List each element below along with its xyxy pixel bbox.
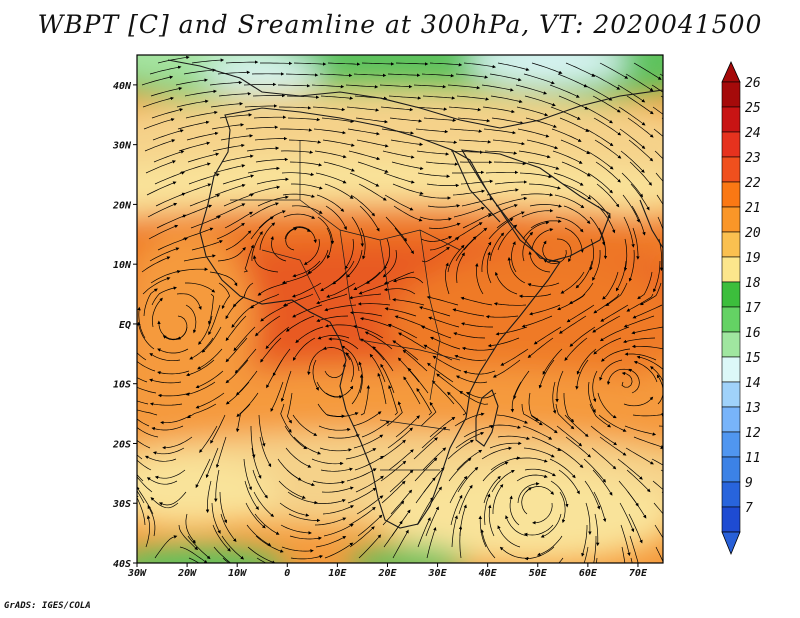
- coastline-layer: [167, 59, 663, 529]
- colorbar-level-label: 14: [745, 376, 761, 391]
- lat-tick-label: 40N: [113, 81, 132, 92]
- colorbar-segment: [721, 331, 741, 358]
- madagascar-coastline: [475, 389, 499, 447]
- colorbar-level-label: 24: [745, 126, 761, 141]
- colorbar-segment: [721, 356, 741, 383]
- lon-tick-label: 30E: [428, 568, 448, 579]
- colorbar-segment: [721, 206, 741, 233]
- latitude-axis: 40N 30N 20N 10N EQ 10S 20S 30S 40S: [112, 81, 137, 570]
- colorbar-segment: [721, 131, 741, 158]
- colorbar-segment: [721, 181, 741, 208]
- colorbar-level-label: 16: [745, 326, 761, 341]
- lat-tick-label: 10N: [113, 260, 132, 271]
- colorbar-level-label: 26: [745, 76, 761, 91]
- colorbar-level-label: 22: [745, 176, 761, 191]
- africa-coastline: [199, 107, 561, 529]
- lat-tick-label: 30S: [112, 499, 131, 510]
- colorbar-level-label: 11: [745, 451, 761, 466]
- colorbar-level-label: 17: [745, 301, 761, 316]
- lon-tick-label: 50E: [529, 568, 548, 579]
- lat-tick-label: 10S: [113, 380, 131, 391]
- colorbar-level-label: 21: [745, 201, 761, 216]
- country-borders: [230, 140, 461, 471]
- lon-tick-label: 70E: [629, 568, 648, 579]
- lat-tick-label: 20S: [112, 439, 131, 450]
- colorbar-top-arrow: [721, 61, 741, 83]
- colorbar-segment: [721, 381, 741, 408]
- lon-tick-label: 30W: [127, 568, 147, 579]
- lon-tick-label: 20W: [177, 568, 197, 579]
- red-sea: [451, 149, 501, 223]
- colorbar-bottom-arrow: [721, 531, 741, 556]
- lon-tick-label: 10E: [328, 568, 347, 579]
- colorbar: 26 25 24 23 22 21 20 19 18 17 16 15 14 13 12 11 9 7: [721, 61, 761, 556]
- colorbar-segment: [721, 156, 741, 183]
- colorbar-segment: [721, 506, 741, 533]
- colorbar-level-label: 13: [745, 401, 761, 416]
- india-coastline: [639, 199, 663, 249]
- streamline-layer: [137, 55, 663, 563]
- colorbar-segment: [721, 456, 741, 483]
- arabia-coastline: [460, 149, 611, 263]
- colorbar-level-label: 18: [745, 276, 761, 291]
- lat-tick-label: 40S: [113, 559, 131, 570]
- lat-tick-label: EQ: [119, 320, 131, 331]
- lat-tick-label: 30N: [112, 141, 132, 152]
- colorbar-level-label: 7: [745, 501, 753, 516]
- lon-tick-label: 0: [284, 568, 290, 579]
- colorbar-level-label: 23: [745, 151, 761, 166]
- colorbar-segment: [721, 406, 741, 433]
- longitude-axis: 30W 20W 10W 0 10E 20E 30E 40E 50E 60E 70E: [127, 563, 648, 579]
- lon-tick-label: 40E: [479, 568, 498, 579]
- colorbar-segment: [721, 431, 741, 458]
- colorbar-level-label: 12: [745, 426, 761, 441]
- colorbar-level-label: 9: [745, 476, 753, 491]
- lat-tick-label: 20N: [112, 200, 132, 211]
- colorbar-level-label: 20: [745, 226, 761, 241]
- colorbar-segment: [721, 81, 741, 108]
- colorbar-level-label: 19: [745, 251, 761, 266]
- colorbar-segment: [721, 281, 741, 308]
- colorbar-segment: [721, 481, 741, 508]
- plot-frame: [136, 54, 664, 564]
- europe-coastline: [167, 59, 663, 129]
- colorbar-level-label: 15: [745, 351, 761, 366]
- lon-tick-label: 60E: [579, 568, 598, 579]
- grads-credit: GrADS: IGES/COLA: [4, 601, 91, 611]
- lon-tick-label: 10W: [228, 568, 247, 579]
- colorbar-level-label: 25: [745, 101, 761, 116]
- colorbar-segment: [721, 256, 741, 283]
- colorbar-segment: [721, 306, 741, 333]
- chart-title: WBPT [C] and Sreamline at 300hPa, VT: 20…: [37, 10, 763, 39]
- colorbar-segment: [721, 106, 741, 133]
- lon-tick-label: 20E: [377, 568, 397, 579]
- colorbar-segment: [721, 231, 741, 258]
